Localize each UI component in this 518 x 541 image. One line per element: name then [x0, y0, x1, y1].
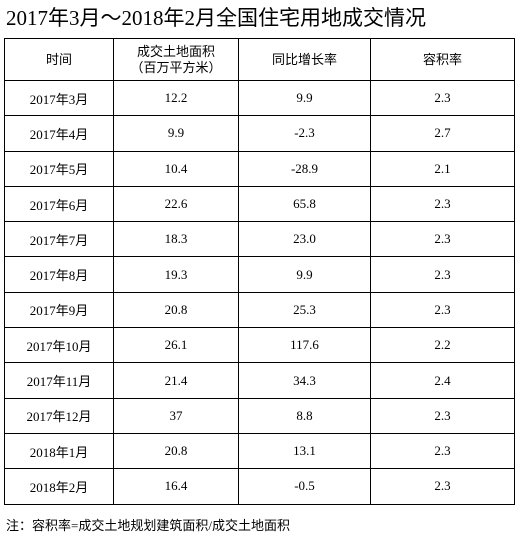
table-cell: 10.4	[113, 150, 239, 187]
table-cell: 2017年11月	[4, 362, 114, 399]
table-cell: 9.9	[238, 79, 371, 117]
table-cell: 19.3	[113, 256, 239, 293]
table-cell: 13.1	[238, 432, 371, 470]
table-cell: 8.8	[238, 397, 371, 434]
table-cell: 37	[113, 397, 239, 434]
header-text: 容积率	[422, 51, 462, 67]
table-cell: -2.3	[238, 115, 371, 152]
table-cell: 2.3	[370, 79, 515, 117]
data-table: 时间 成交土地面积 （百万平方米） 同比增长率 容积率 2017年3月 12.2 9.9 2.…	[4, 38, 515, 505]
table-row: 2017年11月 21.4 34.3 2.4	[4, 362, 515, 399]
table-cell: -0.5	[238, 468, 371, 505]
table-cell: 2017年3月	[4, 79, 114, 117]
table-cell: 25.3	[238, 291, 371, 329]
table-row: 2017年10月 26.1 117.6 2.2	[4, 327, 515, 364]
title: 2017年3月～2018年2月全国住宅用地成交情况	[6, 6, 426, 30]
table-row: 2017年3月 12.2 9.9 2.3	[4, 79, 515, 117]
table-cell: 23.0	[238, 221, 371, 258]
table-cell: 2.2	[370, 327, 515, 364]
table-row: 2017年7月 18.3 23.0 2.3	[4, 221, 515, 258]
table-row: 2017年12月 37 8.8 2.3	[4, 397, 515, 434]
table-row: 2017年8月 19.3 9.9 2.3	[4, 256, 515, 293]
table-cell: 2.1	[370, 150, 515, 187]
table-cell: 21.4	[113, 362, 239, 399]
table-cell: 2017年4月	[4, 115, 114, 152]
table-cell: 2017年7月	[4, 221, 114, 258]
table-cell: 9.9	[238, 256, 371, 293]
header-text: 成交土地面积	[136, 43, 215, 59]
header-text: （百万平方米）	[130, 59, 222, 75]
table-cell: 2.3	[370, 397, 515, 434]
table-cell: 2017年5月	[4, 150, 114, 187]
header-text: 时间	[45, 51, 72, 67]
header-text: 同比增长率	[271, 51, 337, 67]
table-cell: 2017年9月	[4, 291, 114, 329]
header-cell: 同比增长率	[238, 38, 371, 81]
header-row: 时间 成交土地面积 （百万平方米） 同比增长率 容积率	[4, 38, 515, 81]
table-cell: 2017年8月	[4, 256, 114, 293]
table-cell: 65.8	[238, 185, 371, 223]
table-cell: 2.3	[370, 221, 515, 258]
table-cell: 2.3	[370, 468, 515, 505]
table-cell: 2.3	[370, 291, 515, 329]
table-cell: 26.1	[113, 327, 239, 364]
table-cell: 20.8	[113, 432, 239, 470]
table-cell: 2017年12月	[4, 397, 114, 434]
table-cell: 2018年2月	[4, 468, 114, 505]
header-cell: 成交土地面积 （百万平方米）	[113, 38, 239, 81]
table-cell: 16.4	[113, 468, 239, 505]
table-cell: 20.8	[113, 291, 239, 329]
table-cell: -28.9	[238, 150, 371, 187]
table-cell: 2.7	[370, 115, 515, 152]
table-cell: 12.2	[113, 79, 239, 117]
table-cell: 9.9	[113, 115, 239, 152]
table-row: 2017年5月 10.4 -28.9 2.1	[4, 150, 515, 187]
table-cell: 2.3	[370, 185, 515, 223]
footnote: 注：容积率=成交土地规划建筑面积/成交土地面积	[6, 518, 290, 533]
table-cell: 2017年10月	[4, 327, 114, 364]
table-row: 2017年9月 20.8 25.3 2.3	[4, 291, 515, 329]
table-cell: 22.6	[113, 185, 239, 223]
table-body: 2017年3月 12.2 9.9 2.3 2017年4月 9.9 -2.3 2.7 2017年5…	[4, 79, 515, 505]
table-cell: 2018年1月	[4, 432, 114, 470]
table-cell: 34.3	[238, 362, 371, 399]
table-cell: 2.4	[370, 362, 515, 399]
table-cell: 18.3	[113, 221, 239, 258]
table-row: 2017年4月 9.9 -2.3 2.7	[4, 115, 515, 152]
table-cell: 117.6	[238, 327, 371, 364]
table-cell: 2.3	[370, 256, 515, 293]
table-cell: 2.3	[370, 432, 515, 470]
header-cell: 时间	[4, 38, 114, 81]
header-cell: 容积率	[370, 38, 515, 81]
table-row: 2017年6月 22.6 65.8 2.3	[4, 185, 515, 223]
table-row: 2018年2月 16.4 -0.5 2.3	[4, 468, 515, 505]
table-row: 2018年1月 20.8 13.1 2.3	[4, 432, 515, 470]
table-cell: 2017年6月	[4, 185, 114, 223]
